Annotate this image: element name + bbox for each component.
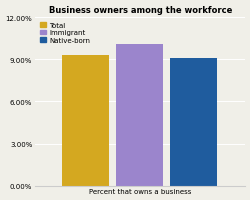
X-axis label: Percent that owns a business: Percent that owns a business bbox=[89, 189, 191, 194]
Bar bbox=[62, 56, 109, 186]
Bar bbox=[116, 45, 162, 186]
Bar bbox=[169, 59, 216, 186]
Title: Business owners among the workforce: Business owners among the workforce bbox=[48, 6, 231, 14]
Legend: Total, Immigrant, Native-born: Total, Immigrant, Native-born bbox=[38, 21, 91, 45]
